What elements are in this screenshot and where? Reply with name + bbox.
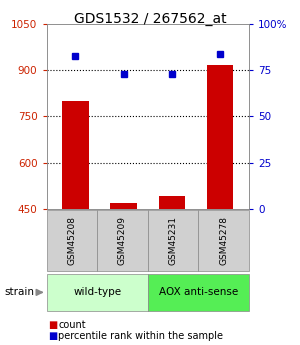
Text: GSM45209: GSM45209: [118, 216, 127, 265]
Text: GSM45208: GSM45208: [67, 216, 76, 265]
Text: AOX anti-sense: AOX anti-sense: [159, 287, 238, 297]
Bar: [110, 203, 137, 209]
Bar: [207, 65, 233, 209]
Text: GSM45278: GSM45278: [219, 216, 228, 265]
Text: count: count: [58, 320, 86, 330]
Text: wild-type: wild-type: [73, 287, 121, 297]
Text: GSM45231: GSM45231: [169, 216, 178, 265]
Text: percentile rank within the sample: percentile rank within the sample: [58, 332, 224, 341]
Text: ■: ■: [48, 332, 57, 341]
Text: strain: strain: [4, 287, 34, 297]
Text: GDS1532 / 267562_at: GDS1532 / 267562_at: [74, 12, 226, 26]
Bar: [159, 196, 185, 209]
Text: ■: ■: [48, 320, 57, 330]
Bar: [62, 101, 89, 209]
